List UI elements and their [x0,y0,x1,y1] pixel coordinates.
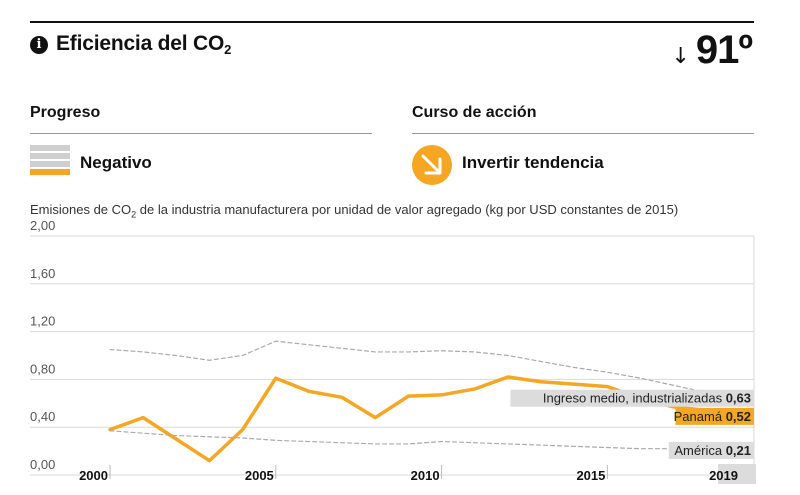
rank-value: 91º [695,28,753,72]
progress-rule [30,133,372,134]
chart-subtitle: Emisiones de CO2 de la industria manufac… [30,202,678,220]
series-label: Panamá 0,52 [674,409,751,424]
title-row: i Eficiencia del CO2 [30,32,231,57]
series-value: 0,21 [726,443,751,458]
action-heading: Curso de acción [412,104,537,121]
y-tick-label: 0,80 [30,361,55,376]
rank-arrow-down-icon: ↓ [671,44,690,69]
series-label-bg [510,389,754,407]
top-rule [30,21,754,23]
series-label: Ingreso medio, industrializadas 0,63 [543,391,751,406]
subtitle-subscript: 2 [131,209,137,220]
progress-heading: Progreso [30,104,101,121]
series-label: América 0,21 [674,443,751,458]
progress-bar-segment [30,153,70,159]
y-tick-label: 1,20 [30,314,55,329]
title-text: Eficiencia del CO [56,32,225,55]
y-tick-label: 0,40 [30,409,55,424]
progress-bars-icon [30,145,70,183]
x-tick-label: 2015 [576,468,605,483]
series-value: 0,63 [726,391,751,406]
subtitle-suffix: de la industria manufacturera por unidad… [136,202,679,217]
action-status: Invertir tendencia [462,153,604,172]
series-line [109,340,741,401]
series-name: América [674,443,725,458]
last-year-highlight [718,464,756,484]
progress-status: Negativo [80,153,152,172]
x-tick-label: 2000 [79,468,108,483]
series-line [108,375,742,463]
series-value: 0,52 [726,409,751,424]
x-tick-label: 2019 [709,468,738,483]
line-chart: 2,00 1,60 1,20 0,80 0,40 0,00 2000 2005 2010 2015… [30,220,756,484]
arrow-down-right-icon [412,145,452,185]
y-tick-label: 2,00 [30,220,55,233]
series-label-bg [675,407,754,425]
y-tick-label: 0,00 [30,457,55,472]
x-tick-label: 2005 [245,468,274,483]
progress-bar-segment [30,161,70,167]
rank: ↓ 91º [671,28,753,73]
progress-bar-segment [30,169,70,175]
title-subscript: 2 [224,42,232,57]
page-title: Eficiencia del CO2 [56,32,231,57]
info-icon[interactable]: i [30,35,48,54]
action-rule [412,133,754,134]
series-label-bg [668,441,754,459]
y-tick-label: 1,60 [30,266,55,281]
series-name: Ingreso medio, industrializadas [543,391,726,406]
series-line [109,430,741,451]
subtitle-prefix: Emisiones de CO [30,202,132,217]
progress-bar-segment [30,145,70,151]
series-name: Panamá [674,409,726,424]
x-tick-label: 2010 [411,468,440,483]
